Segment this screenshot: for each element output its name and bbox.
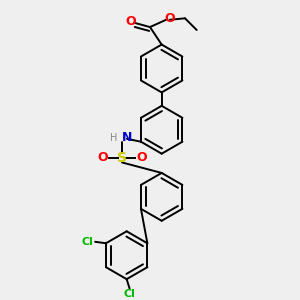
Text: Cl: Cl xyxy=(124,289,136,299)
Text: O: O xyxy=(98,151,108,164)
Text: N: N xyxy=(122,131,132,144)
Text: S: S xyxy=(117,151,127,165)
Text: H: H xyxy=(110,133,118,143)
Text: O: O xyxy=(125,15,136,28)
Text: O: O xyxy=(164,11,175,25)
Text: Cl: Cl xyxy=(82,237,94,247)
Text: O: O xyxy=(136,151,147,164)
